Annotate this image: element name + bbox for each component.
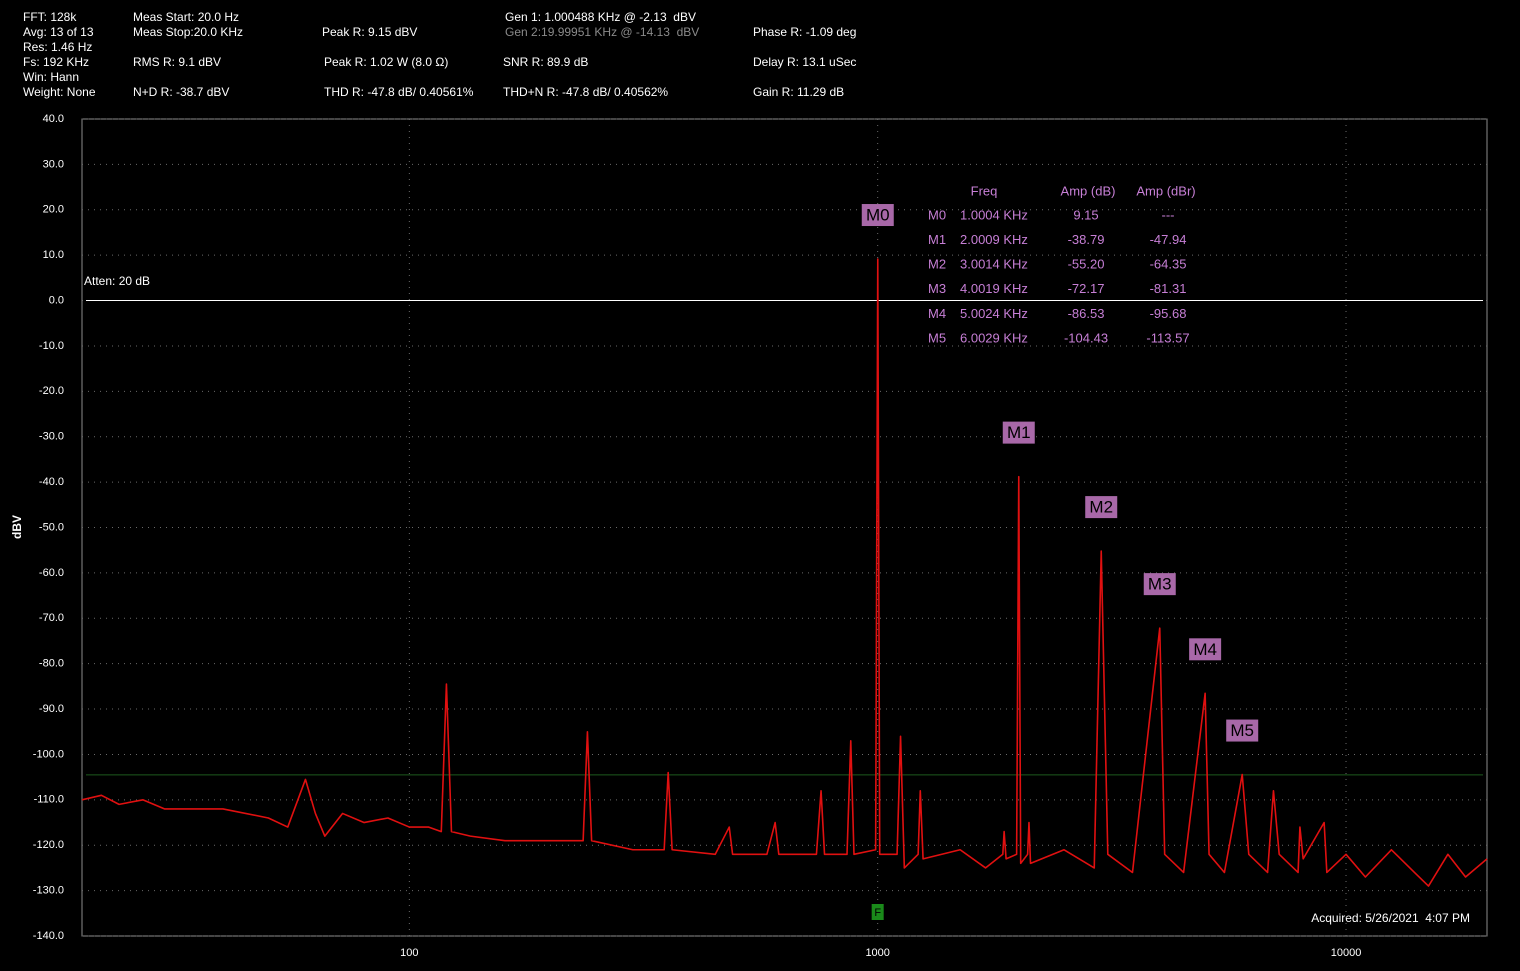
x-tick-label: 100 (400, 947, 418, 959)
table-cell: -64.35 (1150, 257, 1187, 272)
spectrum-line (81, 258, 1488, 887)
y-tick-label: -130.0 (33, 885, 64, 897)
header-stat: Phase R: -1.09 deg (753, 25, 856, 39)
y-tick-label: -60.0 (39, 567, 64, 579)
y-tick-label: -120.0 (33, 839, 64, 851)
table-cell: -95.68 (1150, 306, 1187, 321)
table-cell: -55.20 (1068, 257, 1105, 272)
table-cell: --- (1162, 207, 1175, 222)
header-stat: Res: 1.46 Hz (23, 40, 92, 54)
marker-box (1002, 421, 1035, 444)
header-stat: Gain R: 11.29 dB (753, 85, 844, 99)
table-cell: 1.0004 KHz (960, 207, 1028, 222)
header-stat: Gen 2:19.99951 KHz @ -14.13 dBV (505, 25, 699, 39)
marker-label: M0 (866, 206, 890, 225)
table-cell: 5.0024 KHz (960, 306, 1028, 321)
header-stat: Weight: None (23, 85, 96, 99)
table-cell: M0 (928, 207, 946, 222)
header-stat: Meas Start: 20.0 Hz (133, 10, 239, 24)
y-tick-label: 20.0 (43, 204, 64, 216)
y-tick-label: -40.0 (39, 476, 64, 488)
freq-marker-label: F (874, 907, 881, 919)
y-tick-label: -70.0 (39, 612, 64, 624)
header-stat: RMS R: 9.1 dBV (133, 55, 221, 69)
table-cell: -47.94 (1150, 232, 1187, 247)
marker-box (1226, 719, 1259, 742)
y-tick-label: 10.0 (43, 249, 64, 261)
marker-label: M5 (1230, 721, 1254, 740)
table-cell: M1 (928, 232, 946, 247)
y-tick-label: 0.0 (49, 294, 64, 306)
header-stat: Fs: 192 KHz (23, 55, 89, 69)
table-header: Freq (971, 183, 998, 198)
table-cell: M2 (928, 257, 946, 272)
marker-box (1189, 638, 1222, 661)
table-cell: 9.15 (1073, 207, 1098, 222)
x-tick-label: 1000 (865, 947, 889, 959)
header-stat: THD R: -47.8 dB/ 0.40561% (324, 85, 474, 99)
y-tick-label: -110.0 (34, 794, 64, 806)
y-tick-label: 40.0 (43, 113, 64, 125)
y-tick-label: -80.0 (39, 658, 64, 670)
table-cell: -86.53 (1068, 306, 1105, 321)
marker-label: M4 (1193, 640, 1217, 659)
header-stat: Meas Stop:20.0 KHz (133, 25, 243, 39)
y-tick-label: -20.0 (39, 385, 64, 397)
table-header: Amp (dB) (1061, 183, 1116, 198)
table-cell: -72.17 (1068, 281, 1105, 296)
y-tick-label: -100.0 (33, 748, 64, 760)
y-tick-label: -50.0 (39, 521, 64, 533)
table-cell: -38.79 (1068, 232, 1105, 247)
table-cell: -81.31 (1150, 281, 1187, 296)
annotation: Atten: 20 dB (84, 274, 150, 288)
header-stat: SNR R: 89.9 dB (503, 55, 588, 69)
header-stat: Delay R: 13.1 uSec (753, 55, 856, 69)
y-tick-label: 30.0 (43, 158, 64, 170)
y-tick-label: -90.0 (39, 703, 64, 715)
header: FFT: 128k Avg: 13 of 13 Res: 1.46 Hz Fs:… (23, 10, 856, 99)
table-cell: 3.0014 KHz (960, 257, 1028, 272)
table-cell: M4 (928, 306, 946, 321)
table-cell: -113.57 (1146, 330, 1189, 345)
table-cell: M5 (928, 330, 946, 345)
y-tick-label: -30.0 (39, 431, 64, 443)
header-stat: Peak R: 9.15 dBV (322, 25, 417, 39)
freq-marker (871, 904, 884, 920)
marker-box (861, 204, 894, 227)
annotation: Acquired: 5/26/2021 4:07 PM (1311, 911, 1470, 925)
table-cell: 4.0019 KHz (960, 281, 1028, 296)
table-cell: -104.43 (1064, 330, 1108, 345)
header-stat: FFT: 128k (23, 10, 77, 24)
marker-label: M2 (1089, 498, 1113, 517)
marker-label: M1 (1007, 423, 1031, 442)
header-stat: N+D R: -38.7 dBV (133, 85, 229, 99)
header-stat: THD+N R: -47.8 dB/ 0.40562% (503, 85, 668, 99)
marker-label: M3 (1148, 575, 1172, 594)
header-stat: Gen 1: 1.000488 KHz @ -2.13 dBV (505, 10, 696, 24)
marker-box (1143, 573, 1176, 596)
y-tick-label: -140.0 (33, 930, 64, 942)
table-cell: 2.0009 KHz (960, 232, 1028, 247)
header-stat: Win: Hann (23, 70, 79, 84)
x-tick-label: 10000 (1331, 947, 1362, 959)
table-header: Amp (dBr) (1136, 183, 1195, 198)
marker-box (1085, 496, 1118, 519)
y-tick-label: -10.0 (39, 340, 64, 352)
table-cell: 6.0029 KHz (960, 330, 1028, 345)
header-stat: Avg: 13 of 13 (23, 25, 94, 39)
header-stat: Peak R: 1.02 W (8.0 Ω) (324, 55, 448, 69)
table-cell: M3 (928, 281, 946, 296)
y-axis-label: dBV (10, 515, 24, 539)
